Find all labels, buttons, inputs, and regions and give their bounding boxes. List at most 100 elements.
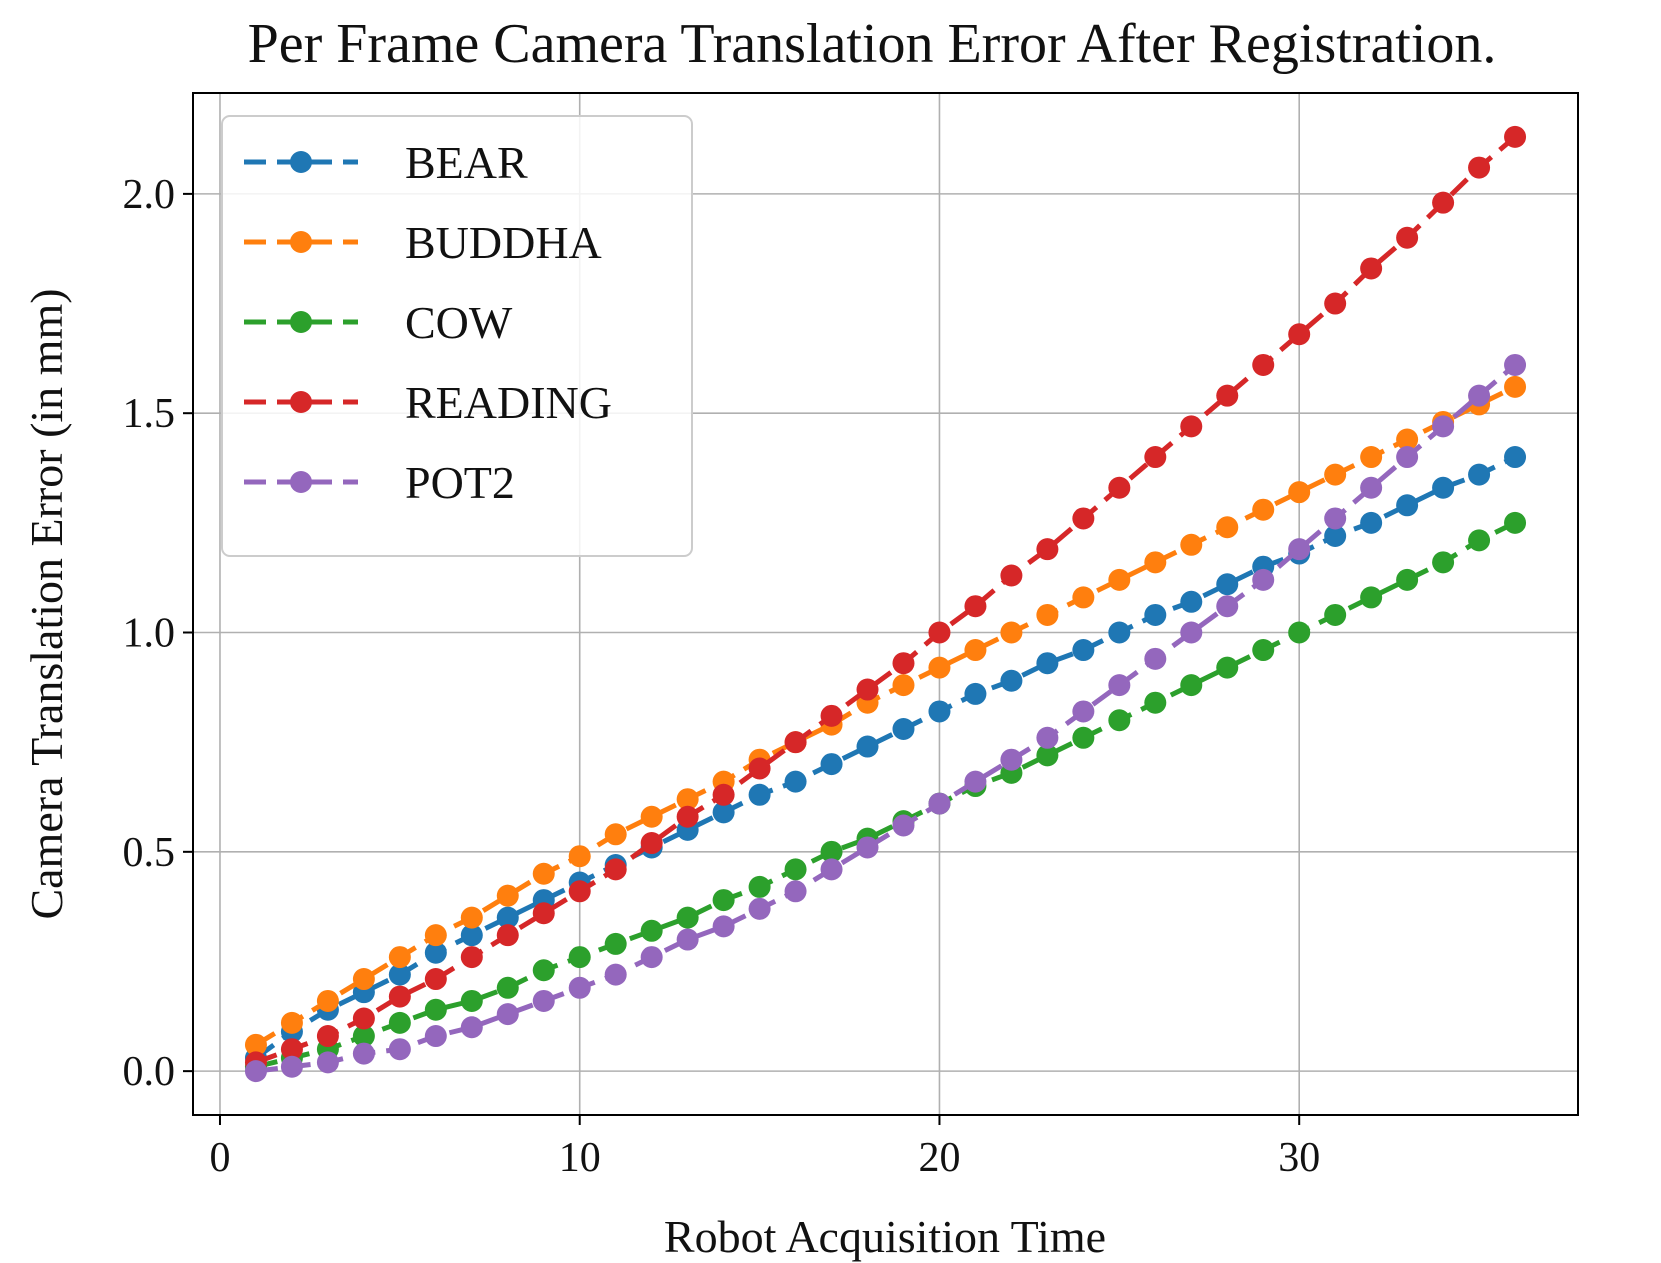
data-point bbox=[1360, 257, 1383, 280]
data-point bbox=[1324, 507, 1347, 530]
data-point bbox=[856, 735, 879, 758]
data-point bbox=[1000, 669, 1023, 692]
data-point bbox=[604, 823, 627, 846]
data-point bbox=[280, 1011, 303, 1034]
data-point bbox=[1360, 511, 1383, 534]
data-point bbox=[1072, 507, 1095, 530]
data-point bbox=[388, 1038, 411, 1061]
data-point bbox=[424, 941, 447, 964]
data-point bbox=[280, 1038, 303, 1061]
data-point bbox=[676, 805, 699, 828]
data-point bbox=[1180, 533, 1203, 556]
data-point bbox=[1504, 375, 1527, 398]
data-point bbox=[1360, 586, 1383, 609]
legend-label: READING bbox=[405, 377, 612, 428]
data-point bbox=[532, 959, 555, 982]
data-point bbox=[496, 1003, 519, 1026]
data-point bbox=[496, 924, 519, 947]
data-point bbox=[424, 998, 447, 1021]
data-point bbox=[964, 770, 987, 793]
data-point bbox=[1144, 446, 1167, 469]
data-point bbox=[784, 858, 807, 881]
x-axis-label: Robot Acquisition Time bbox=[664, 1211, 1106, 1262]
series-reading bbox=[244, 125, 1527, 1074]
data-point bbox=[712, 801, 735, 824]
data-point bbox=[1072, 639, 1095, 662]
data-point bbox=[856, 836, 879, 859]
data-point bbox=[820, 753, 843, 776]
data-point bbox=[1216, 573, 1239, 596]
data-point bbox=[1432, 191, 1455, 214]
data-point bbox=[676, 928, 699, 951]
data-point bbox=[460, 1016, 483, 1039]
data-point bbox=[352, 968, 375, 991]
data-point bbox=[1468, 156, 1491, 179]
data-point bbox=[1360, 446, 1383, 469]
data-point bbox=[1108, 674, 1131, 697]
data-point bbox=[1288, 481, 1311, 504]
data-point bbox=[1108, 568, 1131, 591]
data-point bbox=[568, 845, 591, 868]
data-point bbox=[1288, 538, 1311, 561]
legend-label: POT2 bbox=[405, 457, 515, 508]
data-point bbox=[1036, 652, 1059, 675]
data-point bbox=[496, 976, 519, 999]
data-point bbox=[1252, 639, 1275, 662]
legend-box bbox=[221, 115, 693, 557]
data-point bbox=[1180, 674, 1203, 697]
data-point bbox=[424, 968, 447, 991]
x-tick-label: 30 bbox=[1278, 1135, 1320, 1181]
data-point bbox=[1000, 748, 1023, 771]
data-point bbox=[1180, 621, 1203, 644]
data-point bbox=[316, 989, 339, 1012]
legend-label: BEAR bbox=[405, 137, 528, 188]
data-point bbox=[1324, 292, 1347, 315]
data-point bbox=[1108, 476, 1131, 499]
data-point bbox=[532, 989, 555, 1012]
data-point bbox=[1180, 415, 1203, 438]
data-point bbox=[964, 595, 987, 618]
data-point bbox=[244, 1060, 267, 1083]
x-tick-label: 10 bbox=[559, 1135, 601, 1181]
data-point bbox=[964, 682, 987, 705]
data-point bbox=[1288, 323, 1311, 346]
data-point bbox=[1504, 511, 1527, 534]
y-axis: 0.0 0.5 1.0 1.5 2.0 bbox=[123, 172, 193, 1095]
data-point bbox=[784, 770, 807, 793]
data-point bbox=[1216, 516, 1239, 539]
data-point bbox=[1252, 498, 1275, 521]
data-point bbox=[1396, 568, 1419, 591]
data-point bbox=[1432, 551, 1455, 574]
data-point bbox=[424, 1025, 447, 1048]
data-point bbox=[892, 718, 915, 741]
data-point bbox=[1216, 595, 1239, 618]
data-point bbox=[712, 915, 735, 938]
data-point bbox=[604, 932, 627, 955]
data-point bbox=[316, 1051, 339, 1074]
data-point bbox=[352, 1007, 375, 1030]
data-point bbox=[712, 783, 735, 806]
data-point bbox=[1432, 476, 1455, 499]
data-point bbox=[352, 1025, 375, 1048]
data-point bbox=[1036, 726, 1059, 749]
legend-item-cow: COW bbox=[244, 297, 513, 348]
data-point bbox=[280, 1055, 303, 1078]
data-point bbox=[1180, 590, 1203, 613]
data-point bbox=[820, 858, 843, 881]
chart-title: Per Frame Camera Translation Error After… bbox=[248, 13, 1497, 75]
data-point bbox=[1504, 353, 1527, 376]
data-point bbox=[820, 840, 843, 863]
data-point bbox=[964, 639, 987, 662]
legend-item-reading: READING bbox=[244, 377, 612, 428]
data-point bbox=[532, 862, 555, 885]
data-point bbox=[316, 1025, 339, 1048]
data-point bbox=[676, 788, 699, 811]
data-point bbox=[244, 1033, 267, 1056]
data-point bbox=[460, 906, 483, 929]
data-point bbox=[1468, 463, 1491, 486]
data-point bbox=[1504, 125, 1527, 148]
data-point bbox=[388, 963, 411, 986]
data-point bbox=[892, 652, 915, 675]
data-point bbox=[1468, 529, 1491, 552]
series-buddha bbox=[244, 375, 1527, 1056]
